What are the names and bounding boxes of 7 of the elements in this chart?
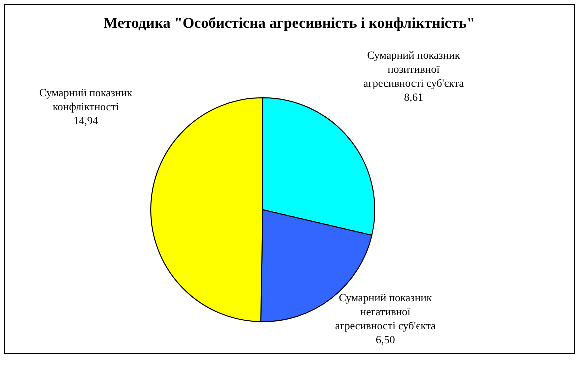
chart-title: Методика "Особистісна агресивність і конфліктність" (104, 16, 476, 32)
slice-label: Сумарний показник позитивної агресивності суб'єкта (364, 50, 464, 90)
slice-label: Сумарний показник негативної агресивності суб'єкта (335, 292, 436, 333)
data-label: 14,94 (74, 115, 99, 128)
data-label: 8,61 (404, 92, 424, 104)
slice-label: Сумарний показник конфліктності (40, 87, 134, 114)
data-label: 6,50 (376, 334, 396, 347)
